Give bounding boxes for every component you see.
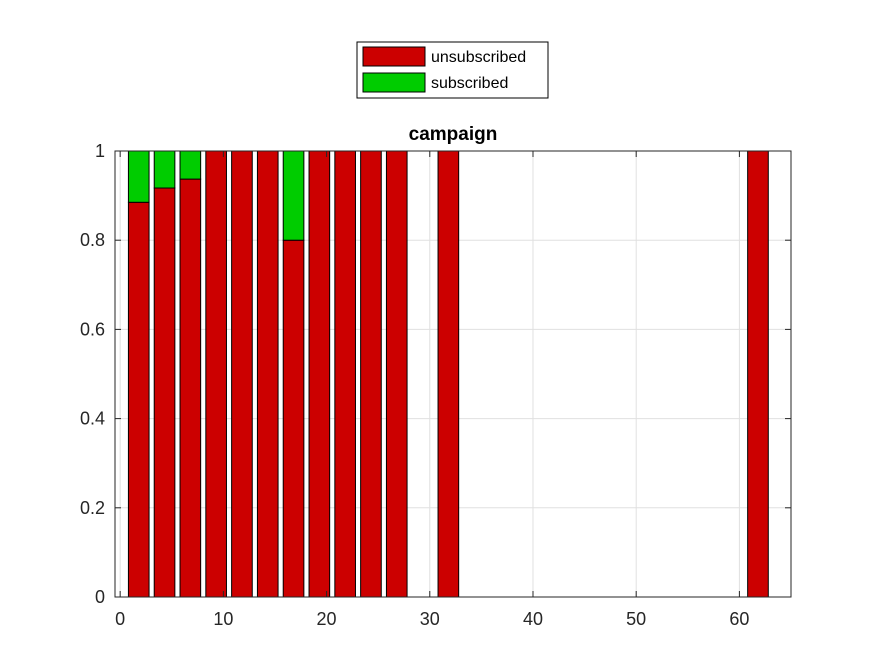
x-tick-label: 40: [523, 609, 543, 629]
legend-swatch-subscribed: [362, 72, 426, 93]
bar-subscribed: [179, 150, 202, 180]
bar-unsubscribed: [231, 150, 253, 598]
bar-unsubscribed: [282, 239, 305, 598]
y-tick-label: 0.2: [80, 498, 105, 518]
x-tick-label: 10: [213, 609, 233, 629]
bar-subscribed: [282, 150, 305, 241]
legend-swatch-unsubscribed: [362, 46, 426, 67]
x-tick-label: 60: [729, 609, 749, 629]
bar-unsubscribed: [256, 150, 279, 598]
x-tick-label: 30: [420, 609, 440, 629]
bar-subscribed: [127, 150, 150, 203]
bar-unsubscribed: [127, 201, 150, 598]
plot-area: 0 10 20 30 40 50 60 0 0.2 0.4 0.6 0.8 1: [80, 141, 792, 629]
legend: unsubscribed subscribed: [356, 41, 549, 99]
bar-subscribed: [153, 150, 176, 189]
bar-unsubscribed: [385, 150, 408, 598]
x-tick-label: 0: [115, 609, 125, 629]
bar-unsubscribed: [437, 150, 460, 598]
plot-frame: [114, 150, 792, 598]
bars: [127, 150, 769, 598]
bar-unsubscribed: [747, 150, 769, 598]
y-tick-label: 0.6: [80, 319, 105, 339]
y-tick-label: 0.8: [80, 230, 105, 250]
x-axis: 0 10 20 30 40 50 60: [115, 151, 749, 629]
chart-title: campaign: [409, 124, 498, 145]
bar-unsubscribed: [308, 150, 331, 598]
x-tick-label: 50: [626, 609, 646, 629]
x-tick-label: 20: [317, 609, 337, 629]
bar-unsubscribed: [179, 178, 202, 598]
y-axis: 0 0.2 0.4 0.6 0.8 1: [80, 141, 791, 607]
bar-unsubscribed: [334, 150, 356, 598]
y-tick-label: 0.4: [80, 409, 105, 429]
bar-unsubscribed: [360, 150, 382, 598]
bar-unsubscribed: [205, 150, 227, 598]
y-tick-label: 1: [95, 141, 105, 161]
bar-unsubscribed: [153, 187, 176, 598]
y-tick-label: 0: [95, 587, 105, 607]
legend-label-subscribed: subscribed: [431, 75, 508, 92]
legend-label-unsubscribed: unsubscribed: [431, 49, 526, 66]
